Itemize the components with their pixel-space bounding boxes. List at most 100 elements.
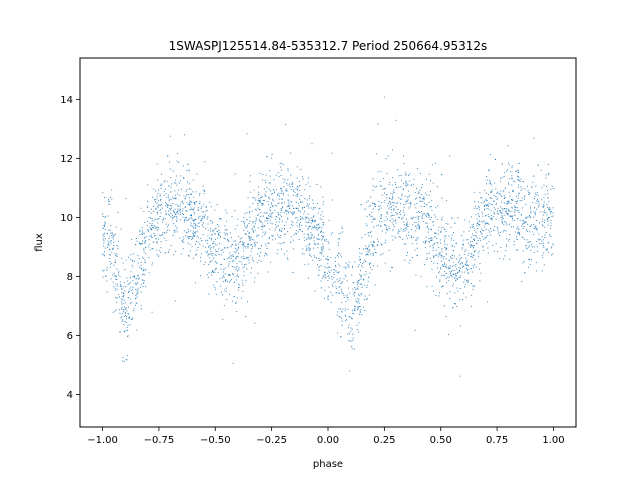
- data-point: [426, 225, 428, 227]
- data-point: [338, 238, 340, 240]
- data-point: [313, 215, 315, 217]
- data-point: [328, 259, 329, 261]
- data-point: [188, 236, 190, 238]
- data-point: [485, 204, 487, 206]
- data-point: [366, 284, 368, 286]
- data-point: [443, 305, 445, 307]
- data-point: [264, 225, 266, 227]
- data-point: [390, 192, 392, 194]
- data-point: [259, 199, 260, 201]
- data-point: [283, 194, 284, 196]
- data-point: [415, 225, 417, 227]
- data-point: [300, 211, 301, 213]
- data-point: [518, 228, 520, 230]
- data-point: [196, 173, 198, 175]
- data-point: [292, 194, 294, 196]
- data-point: [406, 255, 408, 257]
- data-point: [235, 245, 237, 246]
- data-point: [377, 244, 379, 246]
- data-point: [525, 247, 527, 249]
- data-point: [534, 225, 536, 227]
- data-point: [265, 191, 267, 193]
- data-point: [158, 255, 160, 257]
- data-point: [303, 233, 305, 235]
- data-point: [401, 198, 403, 200]
- data-point: [137, 255, 139, 257]
- data-point: [226, 281, 228, 283]
- data-point: [252, 230, 254, 232]
- data-point: [265, 252, 267, 254]
- data-point: [310, 234, 312, 236]
- data-point: [381, 194, 383, 196]
- data-point: [118, 272, 120, 274]
- data-point: [291, 183, 293, 185]
- data-point: [379, 185, 381, 187]
- data-point: [389, 182, 391, 183]
- data-point: [211, 259, 213, 261]
- data-point: [467, 272, 469, 274]
- data-point: [417, 218, 419, 220]
- data-point: [232, 259, 234, 261]
- data-point: [316, 229, 318, 231]
- data-point: [308, 219, 310, 221]
- data-point: [517, 194, 519, 196]
- data-point: [327, 241, 329, 243]
- data-point: [243, 271, 245, 273]
- data-point: [214, 209, 216, 211]
- data-point: [312, 259, 314, 261]
- data-point: [496, 199, 498, 200]
- data-point: [246, 227, 248, 229]
- data-point: [287, 257, 288, 259]
- data-point: [290, 201, 292, 203]
- data-point: [439, 252, 441, 254]
- data-point: [423, 196, 425, 198]
- data-point: [303, 206, 305, 208]
- data-point: [394, 202, 396, 204]
- data-point: [238, 269, 240, 271]
- data-point: [264, 193, 266, 195]
- data-point: [410, 217, 412, 219]
- data-point: [248, 232, 250, 234]
- data-point: [478, 216, 480, 218]
- data-point: [280, 235, 282, 236]
- data-point: [147, 221, 148, 222]
- data-point: [176, 160, 178, 162]
- data-point: [276, 221, 278, 223]
- data-point: [352, 309, 354, 311]
- data-point: [149, 249, 151, 251]
- data-point: [542, 225, 544, 227]
- data-point: [421, 217, 423, 219]
- data-point: [103, 236, 105, 238]
- data-point: [340, 283, 342, 284]
- data-point: [461, 271, 463, 273]
- data-point: [291, 223, 292, 225]
- data-point: [282, 178, 284, 180]
- data-point: [191, 218, 193, 220]
- data-point: [468, 221, 470, 223]
- data-point: [534, 213, 536, 215]
- data-point: [539, 243, 541, 245]
- data-point: [167, 213, 169, 215]
- data-point: [529, 258, 530, 260]
- data-point: [308, 237, 310, 239]
- data-point: [224, 247, 226, 249]
- data-point: [447, 223, 449, 225]
- data-point: [543, 246, 545, 248]
- data-point: [357, 282, 359, 284]
- data-point: [226, 212, 228, 214]
- data-point: [322, 222, 324, 224]
- data-point: [457, 217, 459, 219]
- data-point: [351, 348, 353, 350]
- data-point: [261, 245, 262, 247]
- data-point: [259, 255, 261, 257]
- data-point: [505, 222, 507, 224]
- data-point: [529, 192, 531, 194]
- data-point: [459, 325, 461, 327]
- data-point: [440, 230, 442, 232]
- data-point: [375, 252, 377, 254]
- data-point: [345, 276, 347, 277]
- data-point: [403, 221, 405, 223]
- data-point: [416, 243, 418, 245]
- data-point: [269, 170, 271, 171]
- data-point: [287, 258, 289, 260]
